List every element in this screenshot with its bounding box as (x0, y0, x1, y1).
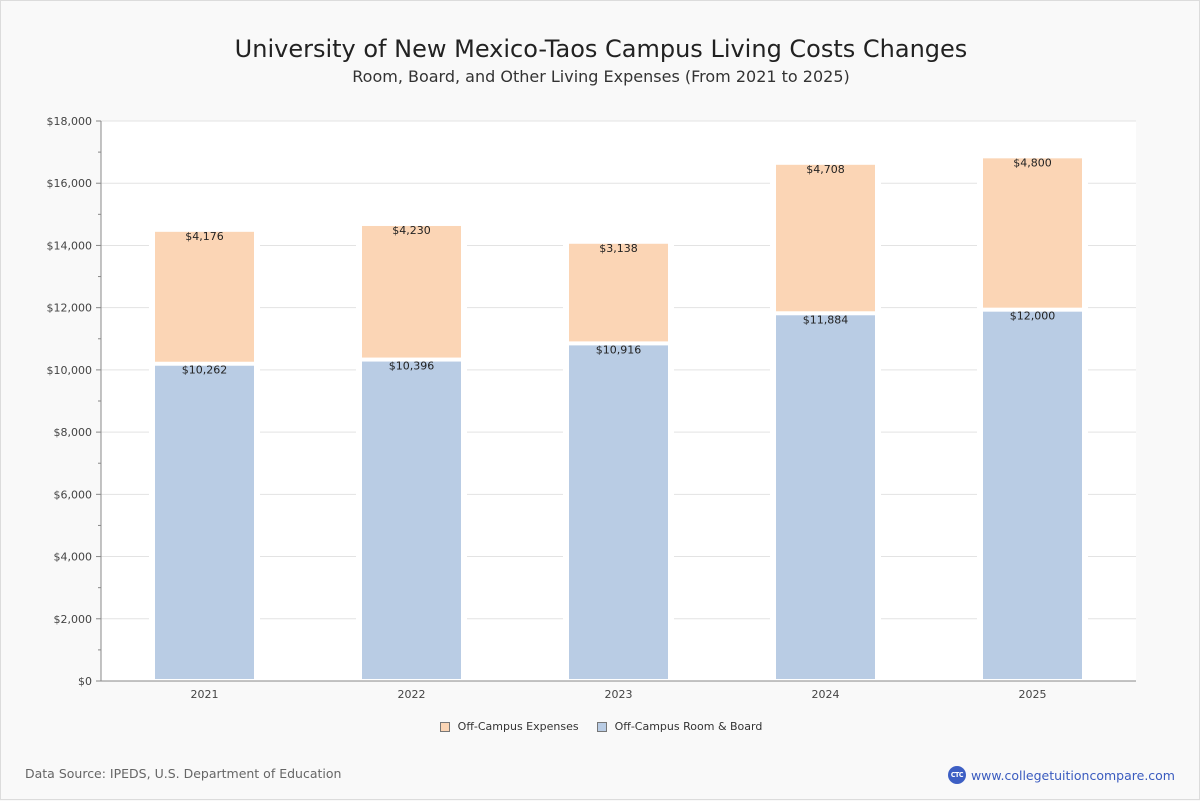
bar-off-campus-room-board-2022 (362, 361, 461, 679)
legend-swatch-room-board (596, 721, 607, 732)
brand-url: www.collegetuitioncompare.com (970, 767, 1175, 783)
y-tick-label: $10,000 (47, 364, 93, 377)
bar-off-campus-room-board-2021 (155, 365, 254, 679)
legend-swatch-expenses (439, 721, 450, 732)
data-source-note: Data Source: IPEDS, U.S. Department of E… (25, 766, 342, 781)
bar-off-campus-room-board-2023 (569, 345, 668, 679)
y-tick-label: $8,000 (54, 426, 93, 439)
chart-subtitle: Room, Board, and Other Living Expenses (… (352, 67, 850, 86)
data-label: $11,884 (803, 313, 849, 326)
x-tick-label: 2021 (191, 688, 219, 701)
y-tick-label: $4,000 (54, 551, 93, 564)
brand-logo-icon: CTC (947, 766, 966, 784)
y-tick-label: $14,000 (47, 239, 93, 252)
bar-off-campus-expenses-2021 (155, 231, 254, 362)
bar-off-campus-expenses-2025 (983, 158, 1082, 308)
bar-off-campus-room-board-2024 (776, 315, 875, 679)
data-label: $3,138 (599, 242, 638, 255)
legend-label: Off-Campus Room & Board (614, 720, 763, 733)
y-tick-label: $12,000 (47, 302, 93, 315)
data-label: $10,262 (182, 364, 228, 377)
bar-off-campus-expenses-2024 (776, 164, 875, 312)
y-tick-label: $6,000 (54, 488, 93, 501)
y-tick-label: $18,000 (47, 115, 93, 128)
x-tick-label: 2024 (812, 688, 840, 701)
x-tick-label: 2023 (605, 688, 633, 701)
data-label: $12,000 (1010, 310, 1056, 323)
bar-off-campus-expenses-2022 (362, 225, 461, 358)
data-label: $10,916 (596, 343, 642, 356)
legend-item-off-campus-expenses[interactable]: Off-Campus Expenses (439, 720, 579, 733)
chart-title: University of New Mexico-Taos Campus Liv… (234, 35, 968, 63)
y-tick-label: $2,000 (54, 613, 93, 626)
data-label: $4,708 (806, 163, 845, 176)
y-tick-label: $0 (78, 675, 92, 688)
legend-item-off-campus-room-board[interactable]: Off-Campus Room & Board (596, 720, 763, 733)
x-tick-label: 2022 (398, 688, 426, 701)
data-label: $10,396 (389, 360, 435, 373)
chart-legend: Off-Campus Expenses Off-Campus Room & Bo… (1, 720, 1200, 733)
x-tick-label: 2025 (1019, 688, 1047, 701)
data-label: $4,176 (185, 230, 224, 243)
y-tick-label: $16,000 (47, 177, 93, 190)
legend-label: Off-Campus Expenses (457, 720, 579, 733)
brand-link[interactable]: CTC www.collegetuitioncompare.com (947, 766, 1175, 784)
bar-off-campus-expenses-2023 (569, 243, 668, 342)
bar-off-campus-room-board-2025 (983, 311, 1082, 679)
data-label: $4,800 (1013, 156, 1052, 169)
data-label: $4,230 (392, 224, 431, 237)
